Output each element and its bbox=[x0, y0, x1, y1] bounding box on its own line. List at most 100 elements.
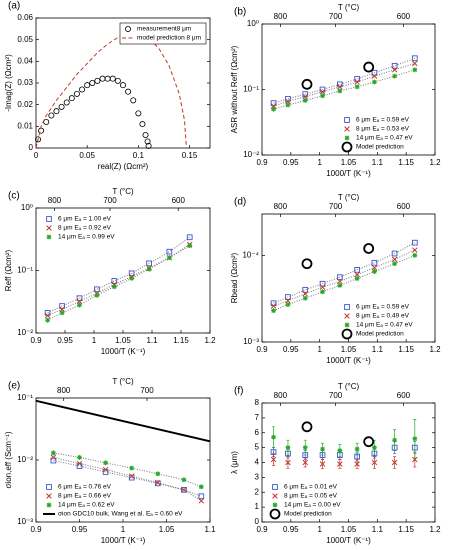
marker bbox=[270, 303, 277, 309]
y-tick-label: 10⁰ bbox=[247, 19, 259, 28]
x2-tick-label: 600 bbox=[172, 196, 186, 205]
marker bbox=[302, 291, 309, 297]
marker bbox=[302, 295, 308, 301]
series-line bbox=[35, 399, 211, 443]
marker bbox=[94, 286, 100, 293]
x-tick-label: 0.95 bbox=[283, 158, 299, 167]
marker bbox=[412, 252, 418, 258]
marker bbox=[363, 436, 375, 448]
marker bbox=[68, 95, 75, 102]
x2-axis-label: T (°C) bbox=[338, 193, 360, 202]
x-tick-label: 1.15 bbox=[173, 336, 189, 345]
panel-label: (d) bbox=[234, 197, 246, 208]
marker bbox=[337, 448, 343, 453]
x-tick-label: 1 bbox=[121, 525, 126, 534]
panel-label: (a) bbox=[8, 1, 20, 12]
marker bbox=[102, 466, 109, 473]
marker bbox=[59, 310, 65, 316]
marker bbox=[271, 308, 276, 314]
marker bbox=[319, 461, 326, 467]
legend-marker bbox=[272, 484, 278, 490]
marker bbox=[154, 480, 161, 487]
legend-label: 8 μm Eₐ = 0.53 eV bbox=[356, 126, 410, 133]
x-tick-label: 1.1 bbox=[372, 525, 384, 534]
marker bbox=[94, 77, 101, 84]
marker bbox=[337, 278, 343, 285]
marker bbox=[48, 112, 55, 119]
marker bbox=[411, 55, 418, 62]
marker bbox=[135, 110, 142, 117]
marker bbox=[50, 457, 57, 464]
marker bbox=[187, 243, 193, 249]
marker bbox=[109, 75, 116, 82]
marker bbox=[103, 460, 108, 466]
marker bbox=[104, 75, 111, 82]
marker bbox=[302, 93, 309, 100]
marker bbox=[145, 142, 152, 149]
x-tick-label: 1.05 bbox=[159, 525, 175, 534]
x-tick-label: 0.9 bbox=[30, 525, 42, 534]
x-tick-label: 0.9 bbox=[256, 158, 268, 167]
legend-label: σion GDC10 bulk, Wang et al. Eₐ = 0.60 e… bbox=[58, 511, 183, 518]
x-tick-label: 1.15 bbox=[398, 158, 414, 167]
y-axis-label: -Imag(Z) (Ωcm²) bbox=[4, 54, 13, 112]
marker bbox=[84, 82, 91, 89]
legend-label: 8 μm Eₐ = 0.05 eV bbox=[284, 493, 338, 500]
marker bbox=[320, 289, 325, 295]
marker bbox=[167, 255, 172, 261]
x-tick-label: 1.2 bbox=[429, 158, 441, 167]
panel-label: (f) bbox=[234, 386, 243, 397]
marker bbox=[128, 474, 135, 481]
y-tick-label: 7 bbox=[255, 413, 260, 422]
x-tick-label: 1 bbox=[317, 158, 322, 167]
x2-tick-label: 800 bbox=[274, 12, 288, 21]
x-tick-label: 0.1 bbox=[133, 151, 145, 160]
y-tick-label: 0.02 bbox=[17, 100, 33, 109]
legend-label: Model prediction bbox=[356, 144, 404, 151]
y-tick-label: 10⁻¹ bbox=[17, 393, 33, 402]
marker bbox=[166, 248, 173, 255]
legend-label: 14 μm Eₐ = 0.47 eV bbox=[356, 322, 413, 329]
legend-marker bbox=[269, 508, 281, 520]
y-tick-label: 2 bbox=[255, 487, 260, 496]
y-tick-label: 6 bbox=[255, 428, 260, 437]
x-tick-label: 1.1 bbox=[372, 158, 384, 167]
legend-marker bbox=[344, 304, 350, 310]
marker bbox=[320, 446, 325, 452]
marker bbox=[79, 86, 86, 93]
marker bbox=[271, 434, 276, 440]
fit-line bbox=[47, 245, 190, 321]
marker bbox=[146, 266, 152, 272]
panel-label: (e) bbox=[8, 381, 20, 392]
y-tick-label: 10⁻³ bbox=[17, 517, 33, 526]
x2-tick-label: 600 bbox=[397, 391, 411, 400]
marker bbox=[371, 69, 378, 76]
y-tick-label: 3 bbox=[255, 472, 260, 481]
marker bbox=[155, 479, 161, 486]
x-tick-label: 0.95 bbox=[283, 345, 299, 354]
marker bbox=[412, 67, 418, 73]
x2-tick-label: 600 bbox=[397, 202, 411, 211]
x2-tick-label: 700 bbox=[103, 196, 117, 205]
marker bbox=[302, 286, 309, 293]
marker bbox=[285, 98, 291, 105]
marker bbox=[77, 302, 82, 308]
y-axis-label: ASR without Reff (Ωcm²) bbox=[230, 45, 239, 133]
marker bbox=[58, 103, 65, 110]
marker bbox=[155, 471, 161, 477]
legend-marker bbox=[46, 502, 52, 508]
marker bbox=[198, 493, 205, 500]
legend-marker bbox=[46, 484, 52, 490]
y-tick-label: 0.06 bbox=[17, 13, 33, 22]
y-tick-label: 10⁻³ bbox=[243, 337, 259, 346]
marker bbox=[129, 275, 135, 281]
y-tick-label: 10⁻² bbox=[17, 328, 33, 337]
y-tick-label: 0.05 bbox=[17, 35, 33, 44]
legend-label: 6 μm Eₐ = 0.01 eV bbox=[284, 484, 338, 491]
x-tick-label: 1.05 bbox=[341, 345, 357, 354]
marker bbox=[198, 498, 205, 504]
x2-tick-label: 800 bbox=[48, 196, 62, 205]
marker bbox=[99, 75, 106, 82]
x-tick-label: 1 bbox=[317, 525, 322, 534]
marker bbox=[302, 98, 308, 103]
